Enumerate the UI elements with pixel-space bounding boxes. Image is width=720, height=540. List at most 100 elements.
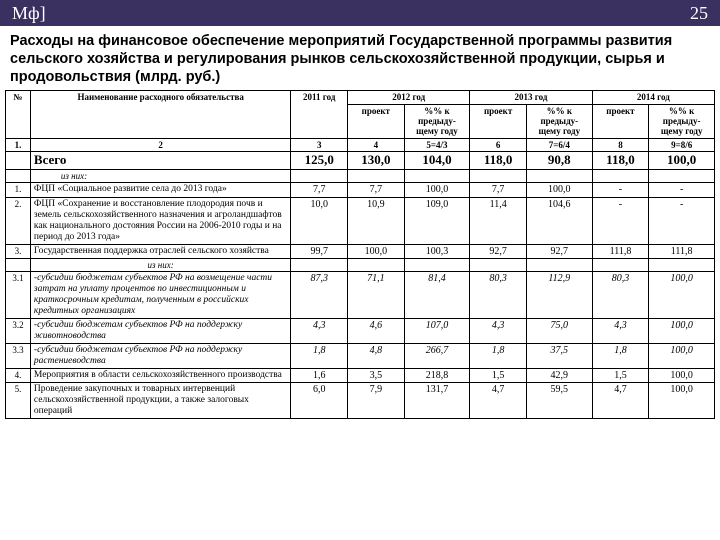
row-name: ФЦП «Социальное развитие села до 2013 го… bbox=[30, 183, 290, 198]
row-idx: 3.3 bbox=[6, 343, 31, 368]
cell bbox=[649, 170, 715, 183]
cell: 100,0 bbox=[526, 183, 592, 198]
cell: - bbox=[592, 183, 649, 198]
cell bbox=[592, 259, 649, 272]
cell bbox=[526, 170, 592, 183]
cell: 7,9 bbox=[348, 383, 405, 419]
row-idx: 2. bbox=[6, 197, 31, 244]
row-subheader: из них: bbox=[30, 170, 290, 183]
top-bar: Мф] 25 bbox=[0, 0, 720, 26]
cell: 100,0 bbox=[404, 183, 470, 198]
cell: 1,8 bbox=[592, 343, 649, 368]
page-number: 25 bbox=[690, 3, 708, 24]
cell bbox=[649, 259, 715, 272]
cell: 71,1 bbox=[348, 272, 405, 319]
th-idx: 6 bbox=[470, 138, 527, 151]
row-idx bbox=[6, 152, 31, 170]
cell: 1,8 bbox=[470, 343, 527, 368]
cell: 104,6 bbox=[526, 197, 592, 244]
cell: 111,8 bbox=[649, 244, 715, 259]
cell: 3,5 bbox=[348, 368, 405, 383]
cell: 218,8 bbox=[404, 368, 470, 383]
cell: 107,0 bbox=[404, 319, 470, 344]
row-idx bbox=[6, 170, 31, 183]
cell: 1,5 bbox=[470, 368, 527, 383]
cell: 10,9 bbox=[348, 197, 405, 244]
cell: - bbox=[649, 183, 715, 198]
cell: 87,3 bbox=[291, 272, 348, 319]
cell bbox=[291, 170, 348, 183]
cell: 10,0 bbox=[291, 197, 348, 244]
th-2011: 2011 год bbox=[291, 91, 348, 138]
cell: 130,0 bbox=[348, 152, 405, 170]
cell: 109,0 bbox=[404, 197, 470, 244]
cell: 99,7 bbox=[291, 244, 348, 259]
cell: 4,7 bbox=[592, 383, 649, 419]
cell bbox=[470, 259, 527, 272]
cell bbox=[526, 259, 592, 272]
cell: 4,3 bbox=[592, 319, 649, 344]
th-idx: 9=8/6 bbox=[649, 138, 715, 151]
cell: 100,0 bbox=[649, 343, 715, 368]
row-idx: 3. bbox=[6, 244, 31, 259]
th-idx: 7=6/4 bbox=[526, 138, 592, 151]
cell: 80,3 bbox=[592, 272, 649, 319]
th-proj: проект bbox=[348, 104, 405, 138]
th-pct: %% к предыду-щему году bbox=[649, 104, 715, 138]
cell: 100,0 bbox=[348, 244, 405, 259]
th-2014: 2014 год bbox=[592, 91, 714, 104]
cell: 111,8 bbox=[592, 244, 649, 259]
cell: 100,0 bbox=[649, 319, 715, 344]
row-idx bbox=[6, 259, 31, 272]
cell: 37,5 bbox=[526, 343, 592, 368]
cell: 118,0 bbox=[470, 152, 527, 170]
th-2013: 2013 год bbox=[470, 91, 592, 104]
cell: 1,8 bbox=[291, 343, 348, 368]
cell: 11,4 bbox=[470, 197, 527, 244]
cell: 42,9 bbox=[526, 368, 592, 383]
row-idx: 5. bbox=[6, 383, 31, 419]
row-idx: 3.1 bbox=[6, 272, 31, 319]
cell: 6,0 bbox=[291, 383, 348, 419]
th-idx: 4 bbox=[348, 138, 405, 151]
row-name: Государственная поддержка отраслей сельс… bbox=[30, 244, 290, 259]
cell: 100,3 bbox=[404, 244, 470, 259]
cell: - bbox=[649, 197, 715, 244]
cell: 131,7 bbox=[404, 383, 470, 419]
cell: 1,5 bbox=[592, 368, 649, 383]
cell bbox=[592, 170, 649, 183]
cell: 7,7 bbox=[348, 183, 405, 198]
cell: 100,0 bbox=[649, 368, 715, 383]
th-pct: %% к предыду-щему году bbox=[526, 104, 592, 138]
cell: - bbox=[592, 197, 649, 244]
cell: 75,0 bbox=[526, 319, 592, 344]
cell bbox=[291, 259, 348, 272]
th-pct: %% к предыду-щему году bbox=[404, 104, 470, 138]
cell bbox=[404, 259, 470, 272]
cell bbox=[470, 170, 527, 183]
th-proj: проект bbox=[592, 104, 649, 138]
cell: 1,6 bbox=[291, 368, 348, 383]
cell: 81,4 bbox=[404, 272, 470, 319]
cell: 104,0 bbox=[404, 152, 470, 170]
row-subheader: из них: bbox=[30, 259, 290, 272]
th-idx: 1. bbox=[6, 138, 31, 151]
cell: 4,6 bbox=[348, 319, 405, 344]
cell: 59,5 bbox=[526, 383, 592, 419]
th-idx: 8 bbox=[592, 138, 649, 151]
row-idx: 3.2 bbox=[6, 319, 31, 344]
page-title: Расходы на финансовое обеспечение меропр… bbox=[0, 26, 720, 90]
cell: 92,7 bbox=[526, 244, 592, 259]
cell bbox=[404, 170, 470, 183]
row-name: Проведение закупочных и товарных интерве… bbox=[30, 383, 290, 419]
th-proj: проект bbox=[470, 104, 527, 138]
row-name: -субсидии бюджетам субъектов РФ на возме… bbox=[30, 272, 290, 319]
cell: 4,7 bbox=[470, 383, 527, 419]
row-name: Мероприятия в области сельскохозяйственн… bbox=[30, 368, 290, 383]
row-idx: 1. bbox=[6, 183, 31, 198]
cell: 80,3 bbox=[470, 272, 527, 319]
data-table: № Наименование расходного обязательства … bbox=[5, 90, 715, 419]
cell: 118,0 bbox=[592, 152, 649, 170]
logo-text: Мф] bbox=[12, 3, 46, 24]
cell: 7,7 bbox=[470, 183, 527, 198]
